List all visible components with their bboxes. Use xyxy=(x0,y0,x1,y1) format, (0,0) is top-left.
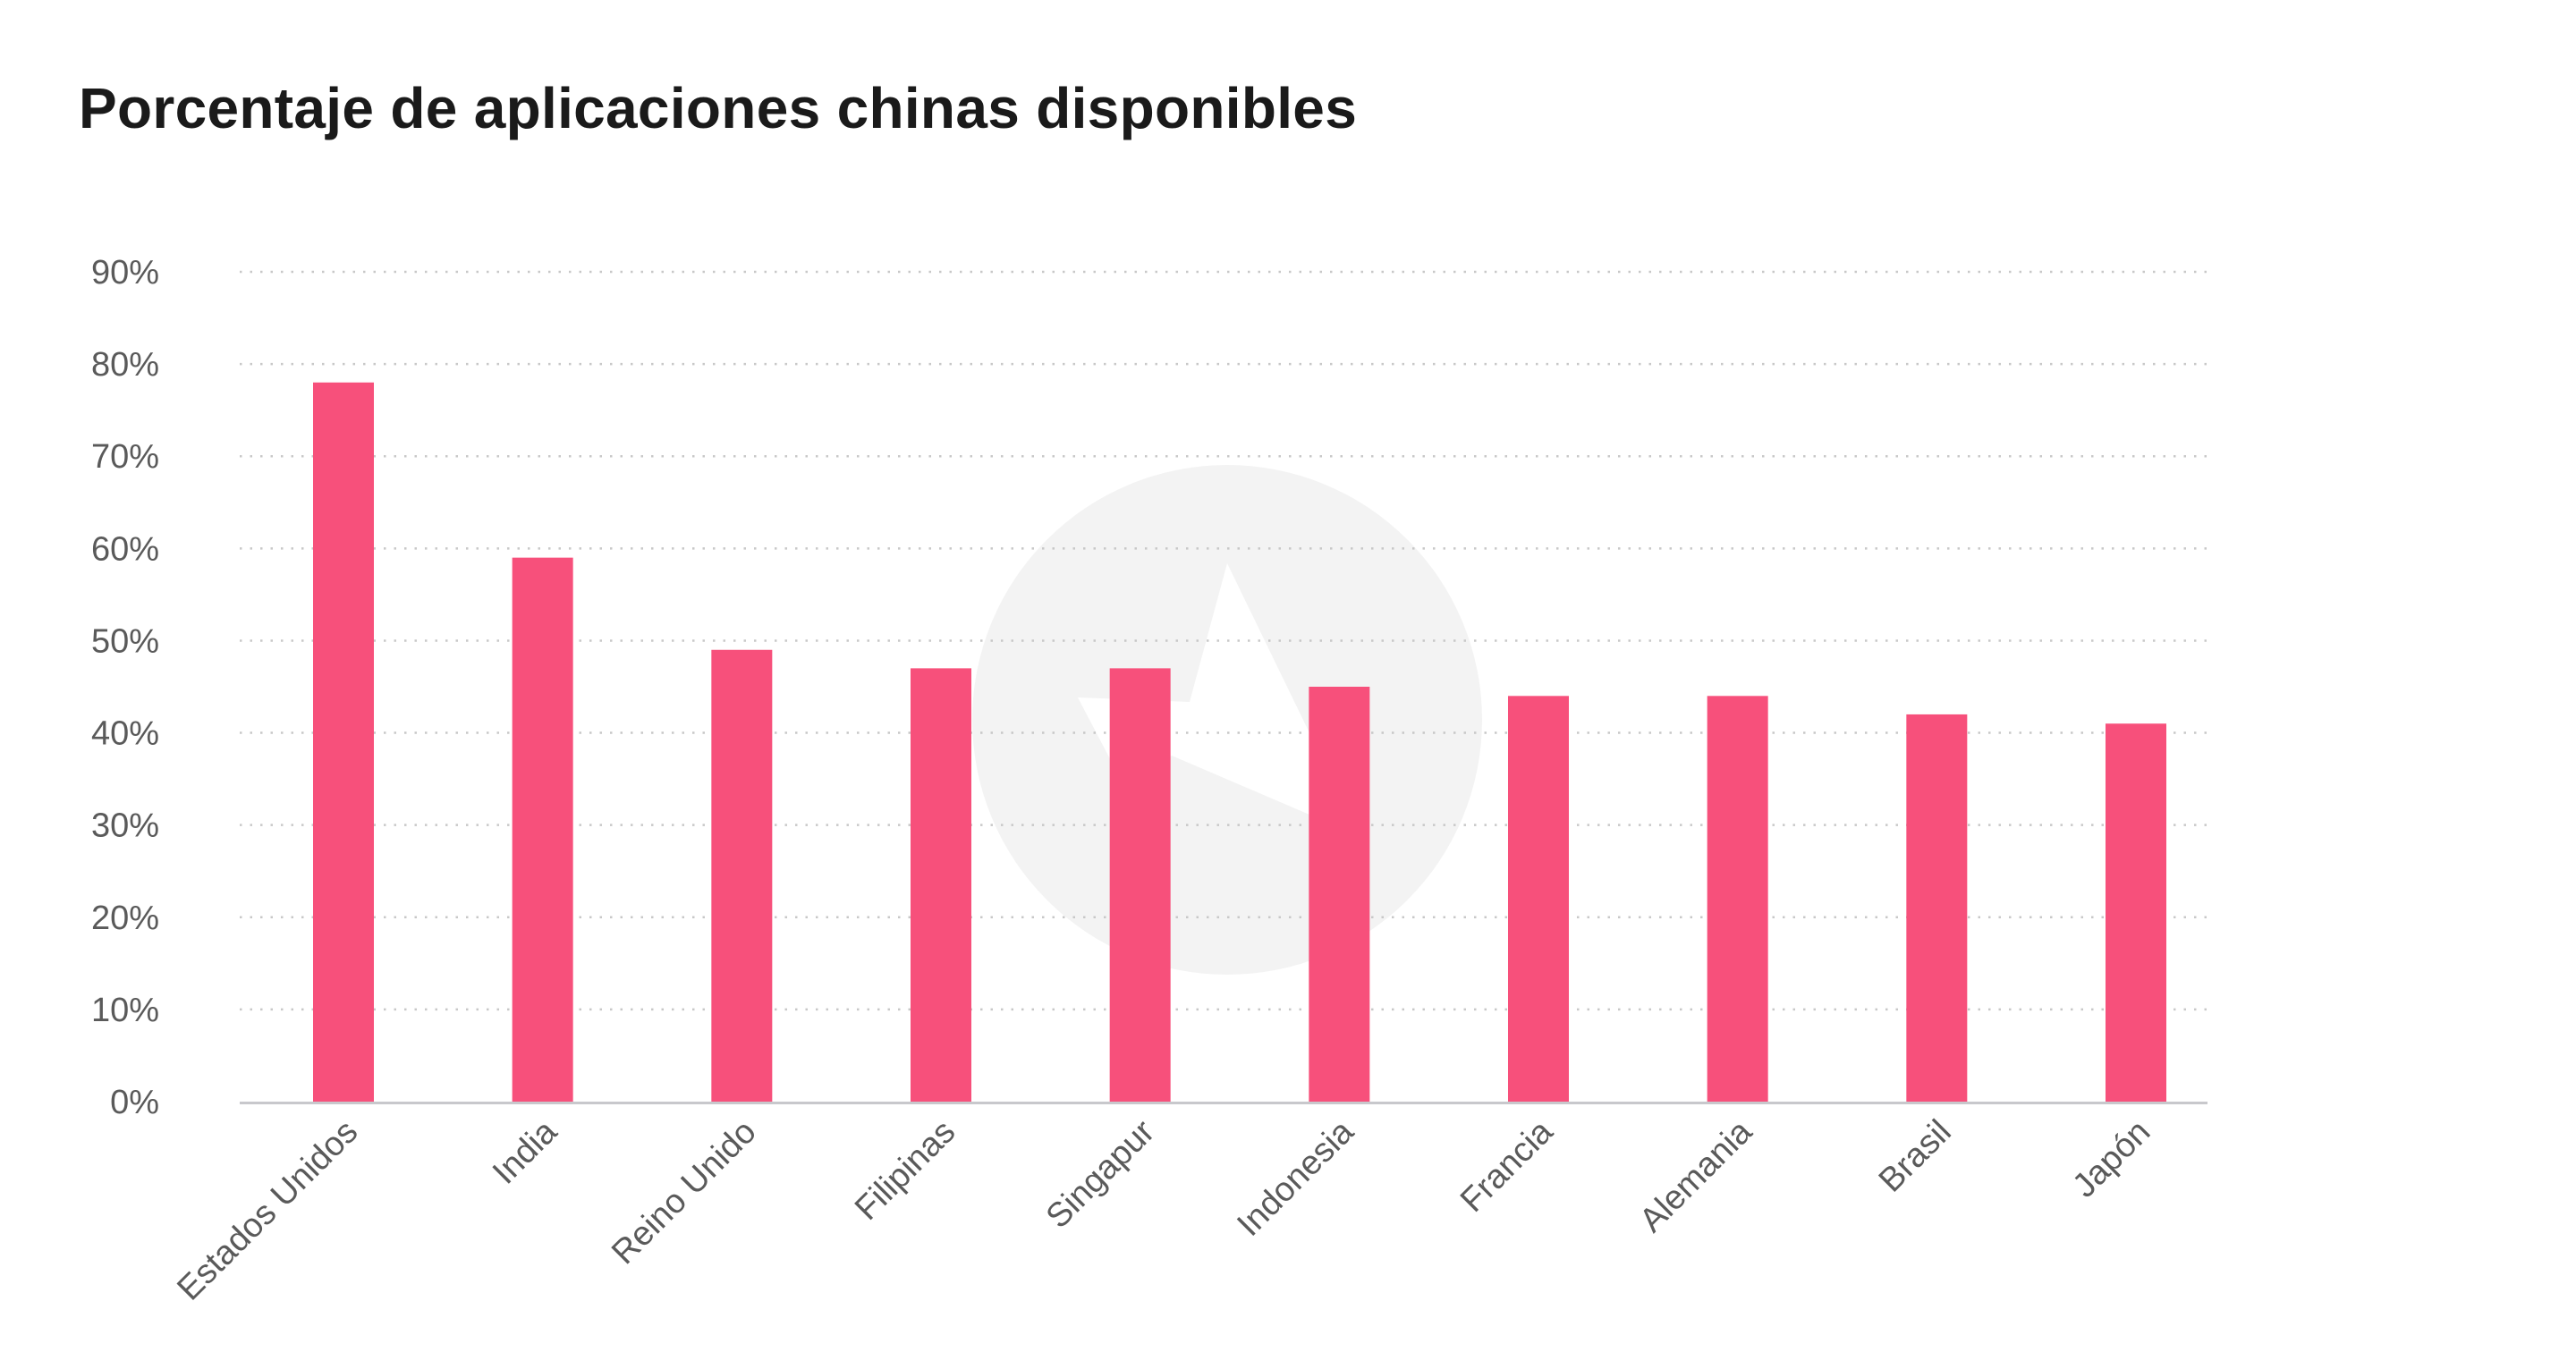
y-tick-label: 60% xyxy=(91,530,159,568)
bar xyxy=(1109,668,1171,1102)
x-tick-label: Alemania xyxy=(1632,1112,1759,1239)
y-tick-label: 50% xyxy=(91,622,159,660)
x-tick-label: Reino Unido xyxy=(605,1113,764,1272)
bar xyxy=(1309,687,1370,1102)
x-tick-label: Indonesia xyxy=(1230,1112,1361,1244)
bar xyxy=(313,382,374,1102)
x-tick-label: Brasil xyxy=(1872,1113,1959,1200)
bar xyxy=(1508,696,1569,1102)
y-tick-label: 40% xyxy=(91,715,159,753)
y-tick-label: 20% xyxy=(91,900,159,937)
x-tick-label: Japón xyxy=(2065,1113,2157,1205)
bar xyxy=(1707,696,1768,1102)
x-tick-label: Francia xyxy=(1453,1112,1561,1220)
bar xyxy=(512,557,573,1102)
y-tick-label: 0% xyxy=(110,1084,159,1121)
y-tick-label: 70% xyxy=(91,438,159,476)
x-tick-label: Singapur xyxy=(1039,1112,1163,1236)
x-tick-label: India xyxy=(486,1112,565,1192)
x-axis-tick-labels: Estados Unidos India Reino Unido Filipinas S… xyxy=(170,1112,2157,1308)
y-axis-tick-labels: 0% 10% 20% 30% 40% 50% 60% 70% 80% 90% xyxy=(91,254,159,1121)
chart-title: Porcentaje de aplicaciones chinas dispon… xyxy=(79,76,1358,140)
bar xyxy=(1906,714,1968,1102)
watermark-logo-icon xyxy=(972,465,1482,975)
x-tick-label: Estados Unidos xyxy=(170,1113,365,1308)
y-tick-label: 30% xyxy=(91,807,159,845)
y-tick-label: 80% xyxy=(91,346,159,384)
bars xyxy=(313,382,2166,1102)
y-tick-label: 90% xyxy=(91,254,159,292)
bar xyxy=(911,668,971,1102)
bar xyxy=(2106,723,2166,1102)
y-tick-label: 10% xyxy=(91,992,159,1029)
x-tick-label: Filipinas xyxy=(848,1113,962,1228)
bar xyxy=(711,649,773,1102)
